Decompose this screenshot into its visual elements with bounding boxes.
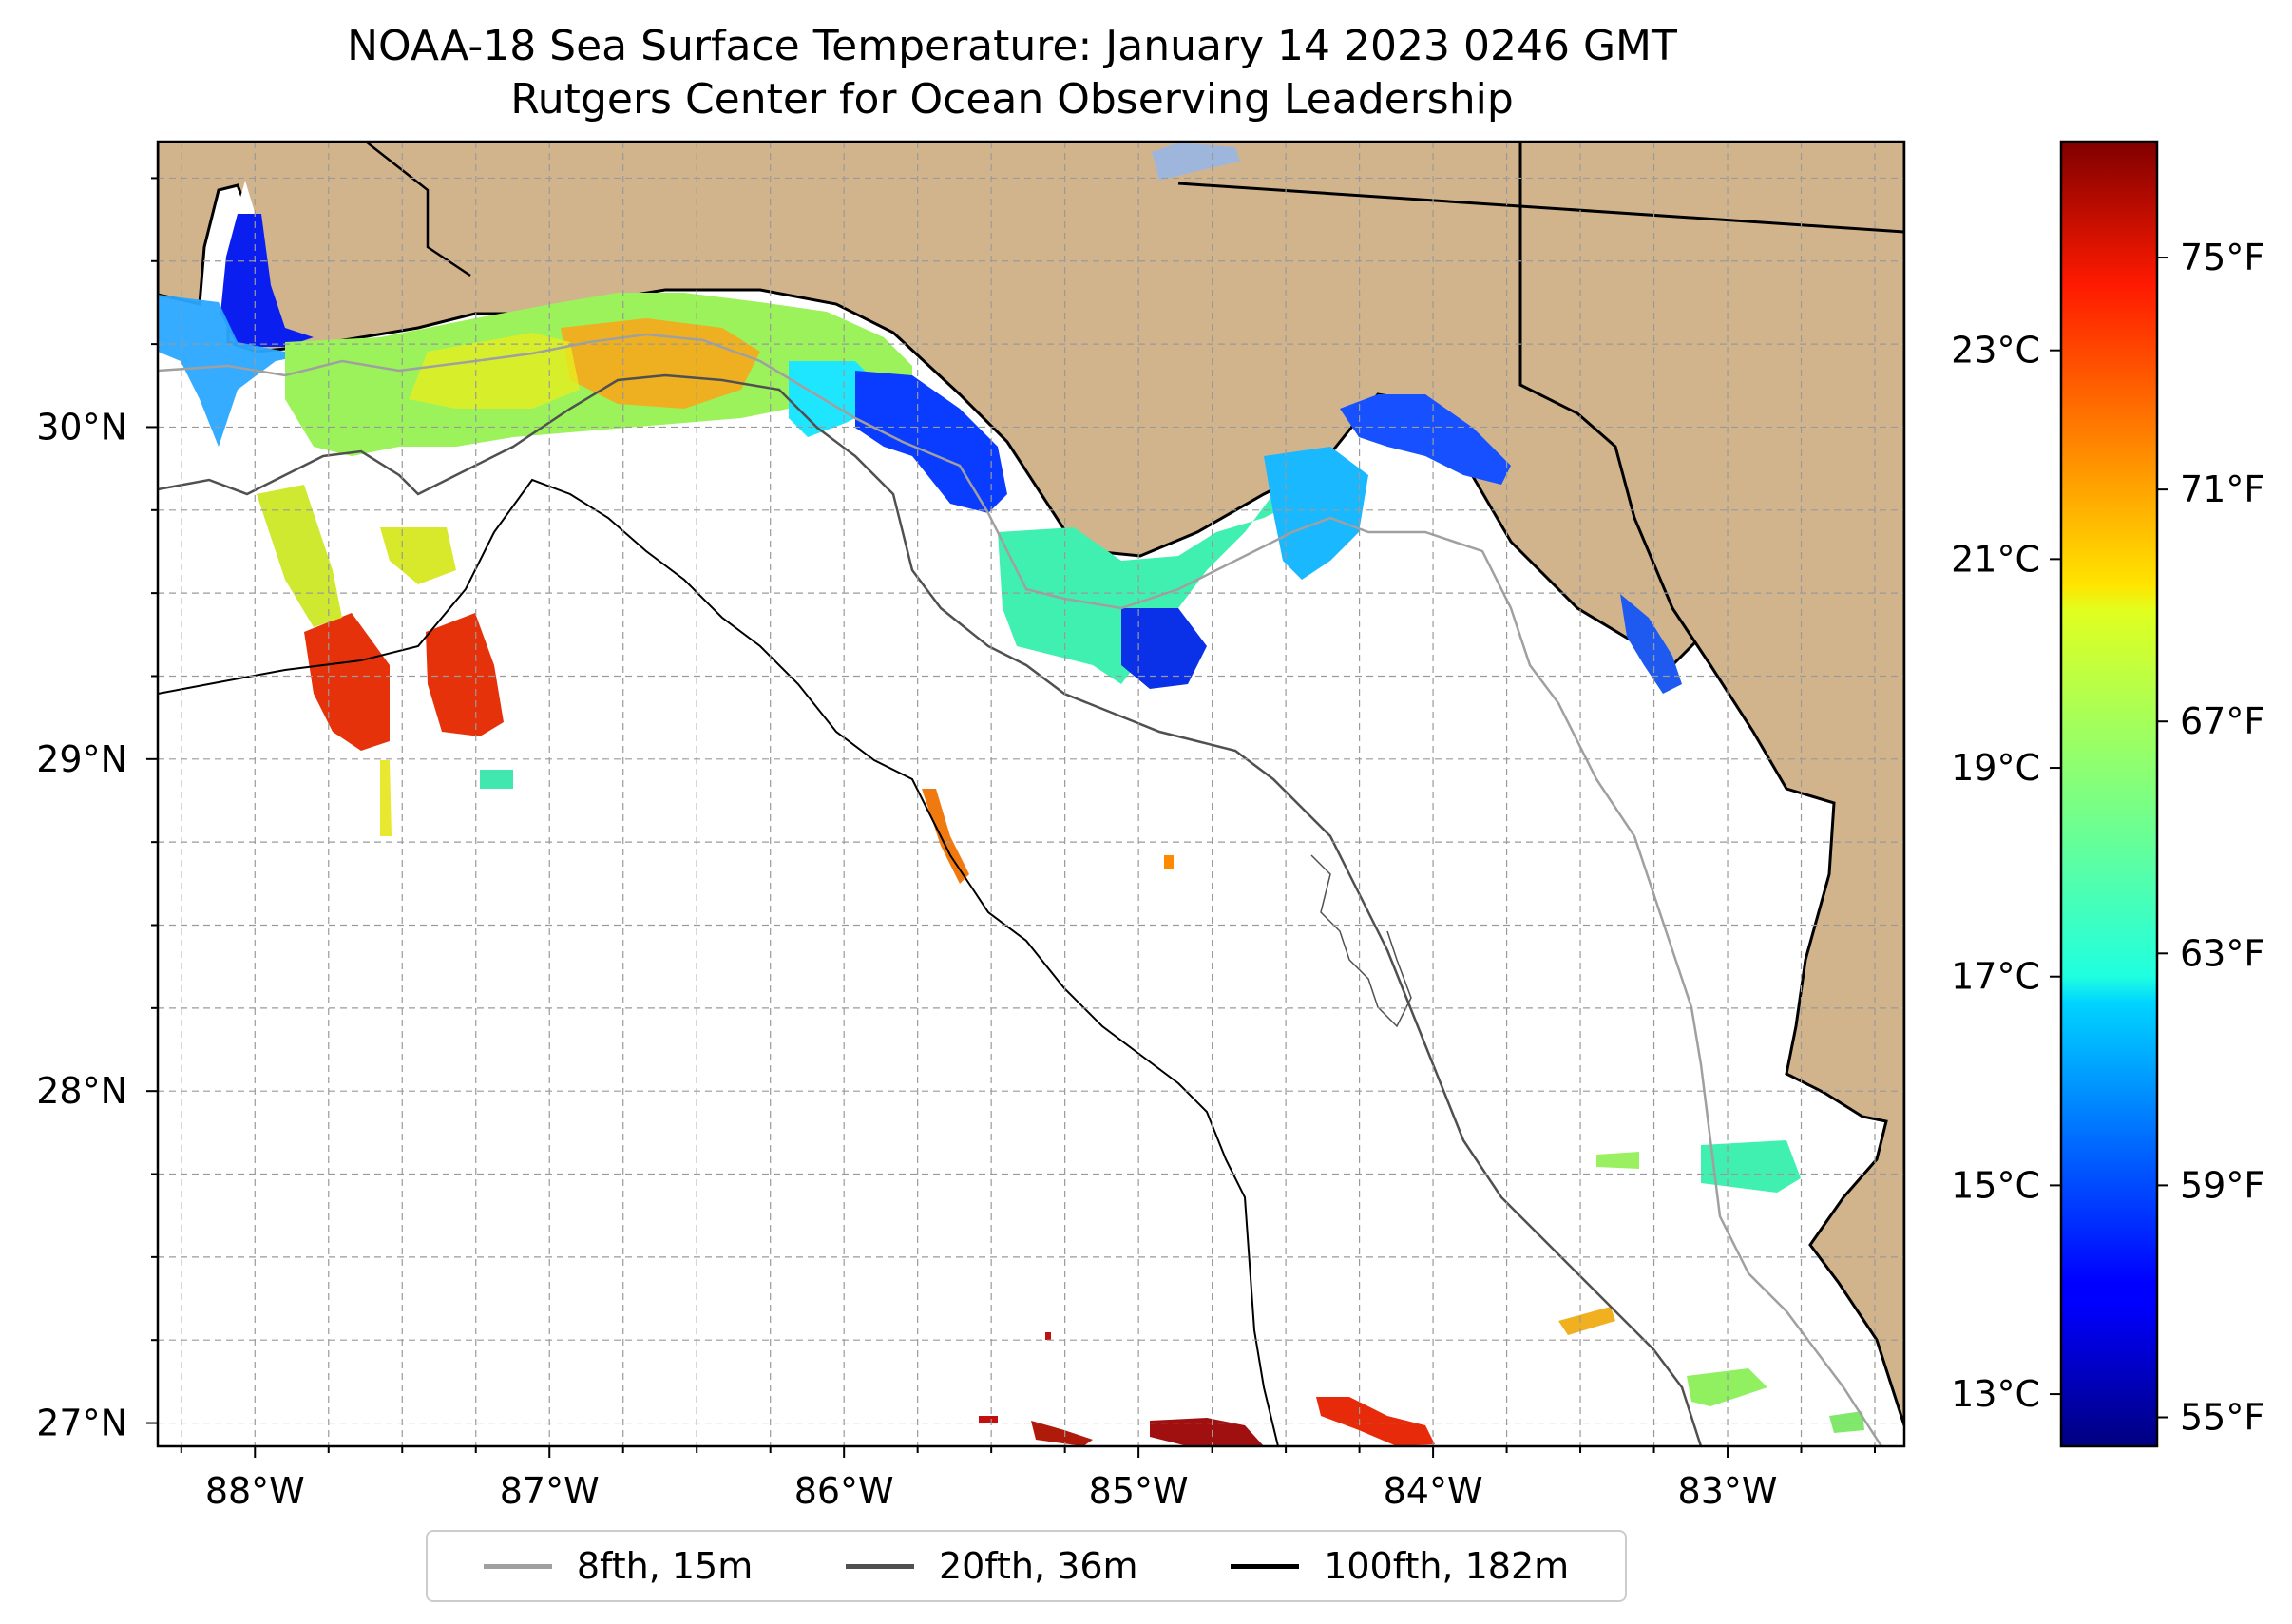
colorbar-f-label: 55°F xyxy=(2180,1396,2264,1438)
sst-patch-cyan-bigbend xyxy=(1264,447,1368,580)
sst-patch-yellow-strip xyxy=(380,760,392,836)
sst-patch-darkred-south xyxy=(1150,1418,1264,1446)
sst-patch-warm-core xyxy=(561,318,760,409)
y-tick-label: 28°N xyxy=(36,1070,127,1112)
contour-100fth xyxy=(158,478,1279,1446)
x-tick-label: 88°W xyxy=(205,1470,305,1512)
legend-label-20fth: 20fth, 36m xyxy=(938,1545,1138,1587)
colorbar-c-label: 19°C xyxy=(1951,747,2040,789)
sst-patch-coast-west xyxy=(158,295,314,447)
contour-legend: 8fth, 15m 20fth, 36m 100fth, 182m xyxy=(426,1530,1627,1602)
sst-patch-green-tip xyxy=(1829,1411,1864,1433)
sst-patch-cyan-southeast xyxy=(1701,1140,1801,1193)
contour-8fth xyxy=(158,333,1883,1446)
sst-patch-orange-slope xyxy=(922,789,969,884)
sst-patch-red-west1 xyxy=(304,613,390,751)
x-tick-label: 84°W xyxy=(1384,1470,1483,1512)
legend-item-20fth: 20fth, 36m xyxy=(845,1545,1138,1587)
y-tick-label: 29°N xyxy=(36,738,127,780)
map-frame xyxy=(156,140,1906,1448)
axis-ticks: 88°W 87°W 86°W 85°W 84°W 83°W 27°N 28°N 29°N 30°N xyxy=(36,177,1877,1512)
sst-patch-mobile-bay xyxy=(220,214,314,347)
sst-patch-apalachee-green xyxy=(998,447,1349,684)
colorbar xyxy=(2059,140,2159,1448)
legend-item-8fth: 8fth, 15m xyxy=(483,1545,754,1587)
legend-label-100fth: 100fth, 182m xyxy=(1324,1545,1570,1587)
x-tick-label: 87°W xyxy=(500,1470,600,1512)
legend-item-100fth: 100fth, 182m xyxy=(1231,1545,1569,1587)
x-tick-label: 83°W xyxy=(1678,1470,1778,1512)
colorbar-f-label: 75°F xyxy=(2180,237,2264,278)
sst-patch-cyan-dot xyxy=(480,770,513,789)
colorbar-f-label: 71°F xyxy=(2180,468,2264,510)
colorbar-c-label: 23°C xyxy=(1951,330,2040,372)
sst-patch-blue-bigbend xyxy=(1340,394,1511,485)
sst-patch-red-south1 xyxy=(1316,1397,1435,1446)
colorbar-c-label: 13°C xyxy=(1951,1373,2040,1415)
sst-patch-green-southeast xyxy=(1596,1152,1639,1169)
colorbar-f-label: 59°F xyxy=(2180,1164,2264,1206)
sst-patch-orange-mid xyxy=(1164,855,1174,869)
colorbar-c-label: 17°C xyxy=(1951,956,2040,998)
legend-swatch-8fth xyxy=(483,1563,552,1569)
sst-patch-red-dot1 xyxy=(979,1416,998,1423)
colorbar-ticks: 55°F 59°F 63°F 67°F 71°F 75°F 13°C 15°C 17°C 19°C… xyxy=(1951,237,2264,1438)
gridlines xyxy=(158,142,1904,1446)
y-tick-label: 30°N xyxy=(36,406,127,448)
y-tick-label: 27°N xyxy=(36,1403,127,1444)
legend-swatch-100fth xyxy=(1231,1563,1300,1569)
x-tick-label: 86°W xyxy=(794,1470,894,1512)
colorbar-c-label: 21°C xyxy=(1951,538,2040,580)
chart-subtitle: Rutgers Center for Ocean Observing Leade… xyxy=(510,75,1514,124)
land-peninsula xyxy=(1518,142,1904,1426)
sst-patch-yellow-west xyxy=(257,485,342,627)
sst-patch-red-dot2 xyxy=(1045,1332,1051,1340)
sst-patch-darkred-south2 xyxy=(1031,1421,1093,1446)
sst-patch-blue-cedarkey xyxy=(1620,594,1682,694)
colorbar-f-label: 67°F xyxy=(2180,700,2264,742)
chart-title: NOAA-18 Sea Surface Temperature: January… xyxy=(347,22,1677,70)
colorbar-f-label: 63°F xyxy=(2180,932,2264,974)
legend-swatch-20fth xyxy=(845,1563,914,1569)
sst-patch-red-west2 xyxy=(426,613,504,736)
contour-islands xyxy=(1310,854,1412,1028)
sst-patch-yellow-west2 xyxy=(380,527,456,584)
colorbar-c-label: 15°C xyxy=(1951,1164,2040,1206)
x-tick-label: 85°W xyxy=(1089,1470,1189,1512)
lake xyxy=(1152,143,1240,181)
contour-20fth xyxy=(158,373,1703,1446)
sst-patch-blue-stgeorge xyxy=(1121,608,1207,689)
state-border xyxy=(1177,182,1904,234)
legend-label-8fth: 8fth, 15m xyxy=(576,1545,754,1587)
sst-patch-yellow-southeast xyxy=(1558,1307,1615,1335)
sst-patch-blue-capesan xyxy=(855,371,1007,513)
